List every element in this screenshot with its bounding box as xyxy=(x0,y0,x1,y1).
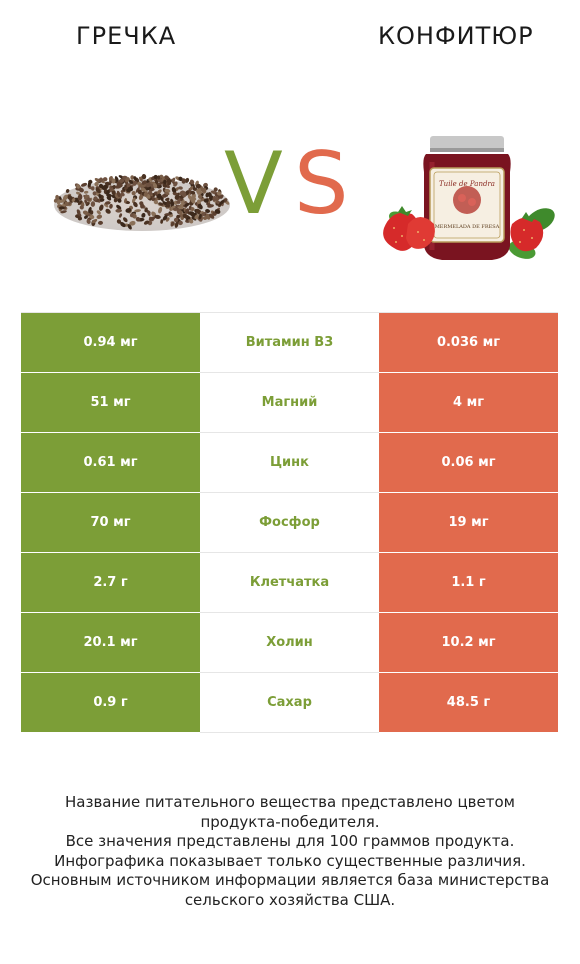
left-value: 51 мг xyxy=(21,372,200,433)
jam-jar-image: Tuile de Pandra MERMELADA DE FRESA xyxy=(383,136,555,260)
comparison-row: 0.61 мг Цинк 0.06 мг xyxy=(21,432,558,493)
left-value: 70 мг xyxy=(21,492,200,553)
comparison-table: 0.94 мг Витамин B3 0.036 мг 51 мг Магний 4 мг… xyxy=(21,312,558,733)
comparison-row: 20.1 мг Холин 10.2 мг xyxy=(21,612,558,673)
right-value: 10.2 мг xyxy=(379,612,558,673)
right-product-title: КОНФИТЮР xyxy=(378,22,534,50)
left-value: 0.9 г xyxy=(21,672,200,733)
footer-line: Все значения представлены для 100 граммо… xyxy=(65,832,515,850)
right-value: 48.5 г xyxy=(379,672,558,733)
nutrient-name: Холин xyxy=(200,612,379,673)
nutrient-name: Цинк xyxy=(200,432,379,493)
vs-letter-s: S xyxy=(294,134,349,234)
footer-line: продукта-победителя. xyxy=(200,812,380,831)
right-value: 0.06 мг xyxy=(379,432,558,493)
right-value: 19 мг xyxy=(379,492,558,553)
left-value: 0.61 мг xyxy=(21,432,200,493)
footer-notes: Название питательного вещества представл… xyxy=(0,793,580,910)
nutrient-name: Сахар xyxy=(200,672,379,733)
footer-line: Основным источником информации является … xyxy=(30,871,550,889)
left-value: 20.1 мг xyxy=(21,612,200,673)
buckwheat-image xyxy=(53,174,230,231)
left-value: 0.94 мг xyxy=(21,312,200,373)
nutrient-name: Магний xyxy=(200,372,379,433)
footer-line: Название питательного вещества представл… xyxy=(65,793,515,811)
comparison-row: 70 мг Фосфор 19 мг xyxy=(21,492,558,553)
comparison-row: 51 мг Магний 4 мг xyxy=(21,372,558,433)
jar-name-text: MERMELADA DE FRESA xyxy=(435,224,500,230)
vs-letter-v: V xyxy=(224,134,283,234)
right-value: 4 мг xyxy=(379,372,558,433)
right-value: 1.1 г xyxy=(379,552,558,613)
left-product-title: ГРЕЧКА xyxy=(76,22,177,50)
nutrient-name: Клетчатка xyxy=(200,552,379,613)
comparison-row: 2.7 г Клетчатка 1.1 г xyxy=(21,552,558,613)
footer-line: Инфографика показывает только существенн… xyxy=(54,851,526,870)
right-value: 0.036 мг xyxy=(379,312,558,373)
comparison-row: 0.94 мг Витамин B3 0.036 мг xyxy=(21,312,558,373)
comparison-row: 0.9 г Сахар 48.5 г xyxy=(21,672,558,733)
nutrient-name: Витамин B3 xyxy=(200,312,379,373)
jar-brand-text: Tuile de Pandra xyxy=(439,180,495,188)
nutrient-name: Фосфор xyxy=(200,492,379,553)
left-value: 2.7 г xyxy=(21,552,200,613)
footer-line: сельского хозяйства США. xyxy=(184,890,396,909)
